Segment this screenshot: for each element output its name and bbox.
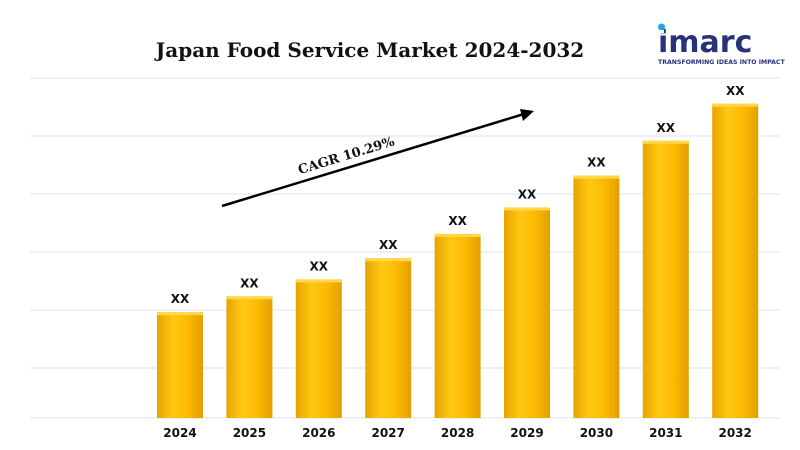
x-tick-2026: 2026 (302, 426, 335, 440)
cagr-arrow-head (520, 109, 534, 121)
bar-top-highlight (642, 140, 689, 144)
cagr-annotation: CAGR 10.29% (221, 109, 534, 208)
imarc-logo-graphic: imarc TRANSFORMING IDEAS INTO IMPACT (658, 23, 785, 66)
x-tick-2024: 2024 (163, 426, 196, 440)
bar-2028 (434, 233, 481, 418)
bar-2027 (365, 258, 412, 418)
bar-top-highlight (295, 279, 342, 283)
x-tick-labels: 2024 2025 2026 2027 2028 2029 2030 2031 2032 (163, 426, 752, 440)
bar-top-highlight (712, 103, 759, 107)
x-tick-2025: 2025 (233, 426, 266, 440)
bar-top-highlight (434, 233, 481, 237)
bar-top-highlight (226, 296, 273, 300)
data-label-2032: XX (726, 84, 745, 98)
data-label-2029: XX (518, 187, 537, 201)
bar-2029 (504, 207, 550, 418)
x-tick-2027: 2027 (371, 426, 404, 440)
cagr-arrow-line (221, 112, 525, 208)
bar-2031 (642, 140, 689, 418)
data-label-2031: XX (657, 121, 676, 135)
data-label-2028: XX (448, 214, 467, 228)
bar-2030 (573, 175, 620, 418)
data-label-2027: XX (379, 238, 398, 252)
logo-tagline: TRANSFORMING IDEAS INTO IMPACT (658, 59, 785, 66)
x-tick-2031: 2031 (649, 426, 682, 440)
bar-top-highlight (157, 312, 203, 316)
bar-2026 (295, 279, 342, 418)
bar-top-highlight (504, 207, 550, 211)
bar-2032 (712, 103, 759, 419)
x-tick-2032: 2032 (718, 426, 751, 440)
bar-top-highlight (573, 175, 620, 179)
logo-brand-text: imarc (658, 25, 752, 60)
data-label-2030: XX (587, 156, 606, 170)
data-label-2026: XX (310, 259, 329, 273)
x-tick-2028: 2028 (441, 426, 474, 440)
x-tick-2029: 2029 (510, 426, 543, 440)
bars (157, 103, 759, 419)
bar-top-highlight (365, 258, 412, 262)
data-label-2024: XX (171, 292, 190, 306)
data-labels: XX XX XX XX XX XX XX XX XX (171, 84, 745, 306)
bar-2024 (157, 312, 203, 418)
imarc-logo: imarc TRANSFORMING IDEAS INTO IMPACT (650, 20, 790, 70)
x-tick-2030: 2030 (580, 426, 613, 440)
bar-2025 (226, 296, 273, 418)
logo-dot-icon (658, 23, 665, 31)
data-label-2025: XX (240, 276, 259, 290)
chart-title: Japan Food Service Market 2024-2032 (155, 38, 585, 62)
